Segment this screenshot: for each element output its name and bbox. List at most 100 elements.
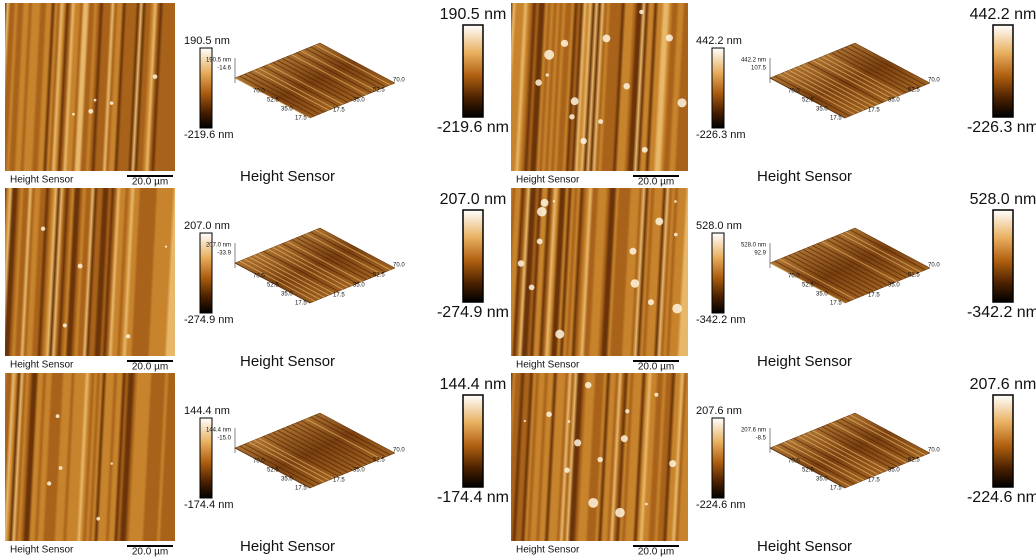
- surface-z-max: 144.4 nm: [206, 428, 231, 434]
- big-colorbar: [992, 394, 1014, 488]
- surface-axis-right: 35.0: [888, 468, 900, 474]
- particle: [669, 460, 677, 468]
- surface-axis-right: 17.5: [868, 478, 880, 484]
- particle: [537, 206, 547, 217]
- colorbar-min: -274.9 nm: [184, 314, 234, 326]
- surface-ridge: [831, 237, 907, 279]
- surface-axis-right: 70.0: [393, 78, 405, 84]
- surface-axis-left: 52.5: [267, 98, 279, 104]
- surface-axis-left: 52.5: [802, 98, 814, 104]
- surface-ridge: [821, 241, 898, 283]
- caption: Height Sensor: [240, 538, 335, 555]
- surface-z-mid: 107.5: [751, 66, 767, 72]
- surface-ridge: [769, 262, 846, 304]
- surface-ridge: [779, 73, 855, 115]
- big-colorbar: [462, 394, 484, 488]
- surface-axis-right: 35.0: [353, 468, 365, 474]
- big-colorbar: [992, 24, 1014, 118]
- caption: Height Sensor: [757, 353, 852, 370]
- surface-ridge: [812, 430, 888, 471]
- particle: [55, 414, 60, 419]
- big-colorbar-max: 144.4 nm: [440, 376, 507, 393]
- image-label: Height Sensor: [10, 360, 74, 371]
- particle: [584, 381, 592, 389]
- caption: Height Sensor: [240, 353, 335, 370]
- colorbar-max: 442.2 nm: [696, 35, 742, 47]
- particle: [152, 74, 158, 79]
- surface-axis-left: 70.0: [788, 274, 800, 280]
- big-colorbar-max: 207.0 nm: [440, 191, 507, 208]
- particle: [665, 34, 673, 42]
- surface-ridge: [244, 443, 320, 485]
- particle: [560, 39, 569, 47]
- surface-axis-left: 17.5: [295, 486, 307, 492]
- surface-axis-right: 17.5: [333, 293, 345, 299]
- scale-bar-label: 20.0 µm: [638, 547, 674, 558]
- surface-axis-right: 17.5: [868, 293, 880, 299]
- surface-ridge: [798, 250, 874, 292]
- particle: [567, 420, 571, 423]
- surface-axis-right: 35.0: [888, 98, 900, 104]
- surface-z-max: 207.6 nm: [741, 428, 766, 434]
- surface-ridge: [774, 445, 850, 487]
- surface-axis-right: 52.5: [373, 458, 385, 464]
- surface-axis-left: 17.5: [830, 486, 842, 492]
- surface-axis-right: 52.5: [373, 273, 385, 279]
- afm-image: [5, 3, 175, 171]
- surface-ridge: [296, 422, 372, 464]
- particle: [545, 73, 549, 77]
- surface-ridge: [296, 52, 372, 94]
- surface-ridge: [291, 424, 367, 466]
- surface-ridge: [835, 420, 912, 462]
- surface-axis-left: 35.0: [281, 477, 293, 483]
- particle: [588, 497, 599, 508]
- particle: [125, 334, 131, 339]
- surface-z-mid: -33.9: [217, 251, 231, 257]
- surface-ridge: [239, 260, 315, 302]
- particle: [639, 9, 644, 15]
- surface-axis-left: 52.5: [802, 283, 814, 289]
- particle: [580, 137, 587, 145]
- surface-ridge: [258, 252, 334, 294]
- surface-ridge: [281, 58, 358, 99]
- surface-ridge: [234, 447, 311, 489]
- surface-ridge: [291, 54, 367, 96]
- big-colorbar: [462, 209, 484, 303]
- surface-ridge: [248, 71, 325, 113]
- surface-ridge: [305, 418, 382, 460]
- surface-ridge: [831, 52, 907, 94]
- surface-axis-right: 70.0: [928, 263, 940, 269]
- surface-ridge: [769, 77, 846, 119]
- surface-ridge: [793, 437, 869, 479]
- surface-ridge: [845, 231, 921, 273]
- particle: [564, 467, 570, 473]
- surface-ridge: [812, 245, 888, 286]
- surface-ridge: [783, 441, 860, 483]
- surface-axis-right: 52.5: [908, 273, 920, 279]
- image-label: Height Sensor: [516, 360, 580, 371]
- surface-ridge: [826, 54, 902, 96]
- particle: [58, 466, 63, 470]
- big-colorbar-min: -174.4 nm: [437, 489, 509, 506]
- surface-ridge: [263, 435, 339, 477]
- surface-ridge: [272, 62, 349, 103]
- particle: [630, 279, 640, 288]
- scale-bar-label: 20.0 µm: [132, 547, 168, 558]
- surface-ridge: [835, 235, 912, 277]
- colorbar-min: -224.6 nm: [696, 499, 746, 511]
- particle: [569, 114, 575, 120]
- surface-axis-left: 17.5: [830, 116, 842, 122]
- big-colorbar: [462, 24, 484, 118]
- surface-ridge: [253, 69, 330, 111]
- surface-z-mid: -14.6: [217, 66, 231, 72]
- colorbar: [199, 47, 213, 129]
- surface-ridge: [788, 254, 865, 296]
- colorbar-max: 207.0 nm: [184, 220, 230, 232]
- surface-ridge: [244, 73, 320, 115]
- surface-z-max: 528.0 nm: [741, 243, 766, 249]
- surface-ridge: [826, 424, 902, 466]
- particle: [109, 101, 114, 105]
- particle: [40, 226, 46, 231]
- caption: Height Sensor: [757, 168, 852, 185]
- particle: [552, 200, 556, 203]
